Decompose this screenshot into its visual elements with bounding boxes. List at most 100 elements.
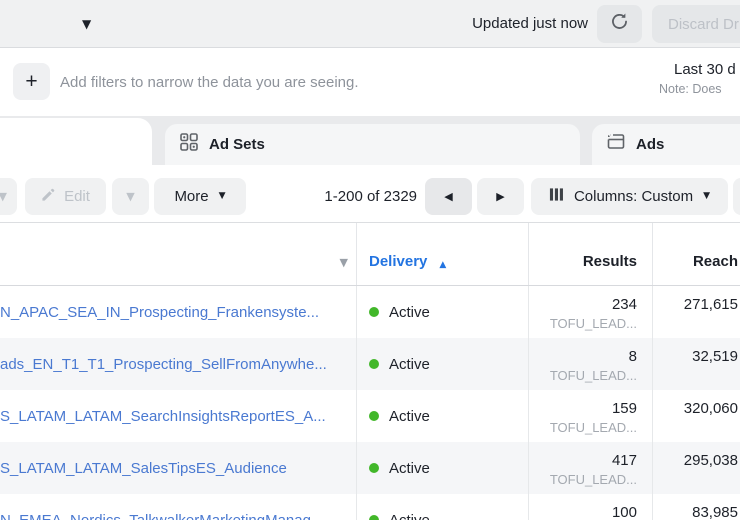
filter-input-placeholder[interactable]: Add filters to narrow the data you are s… xyxy=(60,73,359,91)
campaign-name-link[interactable]: S_LATAM_LATAM_SalesTipsES_Audience xyxy=(0,459,287,477)
results-cell: 8 TOFU_LEAD... xyxy=(528,338,652,390)
updated-status: Updated just now xyxy=(472,15,588,32)
columns-button[interactable]: Columns: Custom ▼ xyxy=(531,178,728,215)
results-value: 234 xyxy=(611,296,637,313)
results-value: 8 xyxy=(628,348,637,365)
edit-button[interactable]: Edit xyxy=(25,178,106,215)
table-row[interactable]: S_LATAM_LATAM_SalesTipsES_Audience Activ… xyxy=(0,442,740,494)
campaign-name-link[interactable]: N_APAC_SEA_IN_Prospecting_Frankensyste..… xyxy=(0,303,320,321)
columns-button-label: Columns: Custom xyxy=(573,188,694,205)
active-status-dot-icon xyxy=(369,307,379,317)
top-bar: ▼ Updated just now Discard Dr xyxy=(0,0,740,48)
active-status-dot-icon xyxy=(369,359,379,369)
discard-draft-label: Discard Dr xyxy=(668,15,739,33)
delivery-header-label: Delivery xyxy=(369,253,428,270)
campaign-name-cell: S_LATAM_LATAM_SalesTipsES_Audience xyxy=(0,442,356,494)
reach-header-label: Reach xyxy=(692,253,738,270)
table-row[interactable]: ads_EN_T1_T1_Prospecting_SellFromAnywhe.… xyxy=(0,338,740,390)
delivery-cell: Active xyxy=(356,494,528,520)
results-cell: 234 TOFU_LEAD... xyxy=(528,286,652,338)
date-range-note: Note: Does xyxy=(659,82,722,96)
results-cell: 100 xyxy=(528,494,652,520)
pagination-range: 1-200 of 2329 xyxy=(324,187,417,205)
plus-icon: + xyxy=(25,69,38,93)
filter-bar: + Add filters to narrow the data you are… xyxy=(0,48,740,116)
column-menu-caret-icon[interactable]: ▼ xyxy=(339,256,348,269)
add-filter-button[interactable]: + xyxy=(13,63,50,100)
caret-down-icon: ▼ xyxy=(703,191,711,201)
refresh-button[interactable] xyxy=(597,5,642,43)
campaign-name-cell: S_LATAM_LATAM_SearchInsightsReportES_A..… xyxy=(0,390,356,442)
results-value: 417 xyxy=(611,452,637,469)
reach-value: 295,038 xyxy=(683,452,738,469)
duplicate-dropdown-button[interactable]: ▼ xyxy=(0,178,17,215)
refresh-icon xyxy=(610,12,629,36)
delivery-status: Active xyxy=(389,303,430,321)
delivery-status: Active xyxy=(389,355,430,373)
edit-dropdown-button[interactable]: ▼ xyxy=(112,178,149,215)
results-subtype: TOFU_LEAD... xyxy=(549,316,637,331)
reach-cell: 295,038 xyxy=(652,442,740,494)
active-status-dot-icon xyxy=(369,463,379,473)
date-range-selector[interactable]: Last 30 d xyxy=(674,61,736,78)
table-body: N_APAC_SEA_IN_Prospecting_Frankensyste..… xyxy=(0,286,740,520)
delivery-cell: Active xyxy=(356,286,528,338)
column-header-reach[interactable]: Reach xyxy=(652,223,740,285)
delivery-status: Active xyxy=(389,459,430,477)
results-subtype: TOFU_LEAD... xyxy=(549,420,637,435)
results-value: 100 xyxy=(611,504,637,520)
caret-down-icon: ▼ xyxy=(126,190,135,203)
results-cell: 159 TOFU_LEAD... xyxy=(528,390,652,442)
results-cell: 417 TOFU_LEAD... xyxy=(528,442,652,494)
results-value: 159 xyxy=(611,400,637,417)
arrow-left-icon: ◀ xyxy=(444,190,453,203)
arrow-right-icon: ▶ xyxy=(496,190,505,203)
pencil-icon xyxy=(41,187,56,206)
table-header: ▼ Delivery ▲ Results Reach xyxy=(0,223,740,286)
toolbar: ▼ Edit ▼ More ▼ 1-200 of 2329 ◀ ▶ xyxy=(0,170,740,223)
reach-cell: 32,519 xyxy=(652,338,740,390)
columns-icon xyxy=(549,187,564,206)
more-button-label: More xyxy=(174,188,209,205)
campaign-name-cell: ads_EN_T1_T1_Prospecting_SellFromAnywhe.… xyxy=(0,338,356,390)
toolbar-overflow-button[interactable] xyxy=(733,178,740,215)
reach-value: 83,985 xyxy=(692,504,738,520)
table-row[interactable]: N_EMEA_Nordics_TalkwalkerMarketingManag … xyxy=(0,494,740,520)
tab-campaigns-active[interactable] xyxy=(0,118,152,170)
tab-ads[interactable]: Ads xyxy=(592,124,740,165)
reach-cell: 83,985 xyxy=(652,494,740,520)
more-button[interactable]: More ▼ xyxy=(154,178,246,215)
results-subtype: TOFU_LEAD... xyxy=(549,472,637,487)
active-status-dot-icon xyxy=(369,515,379,520)
edit-button-label: Edit xyxy=(64,188,90,205)
delivery-status: Active xyxy=(389,407,430,425)
tab-ad-sets[interactable]: Ad Sets xyxy=(165,124,580,165)
table-row[interactable]: N_APAC_SEA_IN_Prospecting_Frankensyste..… xyxy=(0,286,740,338)
campaign-name-cell: N_APAC_SEA_IN_Prospecting_Frankensyste..… xyxy=(0,286,356,338)
column-header-name: ▼ xyxy=(0,223,356,285)
tab-ad-sets-label: Ad Sets xyxy=(209,136,265,153)
campaign-name-cell: N_EMEA_Nordics_TalkwalkerMarketingManag xyxy=(0,494,356,520)
tab-ads-label: Ads xyxy=(636,136,665,153)
delivery-cell: Active xyxy=(356,338,528,390)
campaign-name-link[interactable]: S_LATAM_LATAM_SearchInsightsReportES_A..… xyxy=(0,407,326,425)
ad-sets-grid-icon xyxy=(179,132,199,157)
reach-value: 32,519 xyxy=(692,348,738,365)
discard-draft-button[interactable]: Discard Dr xyxy=(652,5,740,43)
results-subtype: TOFU_LEAD... xyxy=(549,368,637,383)
reach-cell: 271,615 xyxy=(652,286,740,338)
campaign-name-link[interactable]: N_EMEA_Nordics_TalkwalkerMarketingManag xyxy=(0,511,311,520)
previous-page-button[interactable]: ◀ xyxy=(425,178,472,215)
delivery-cell: Active xyxy=(356,390,528,442)
campaign-selector-caret-icon[interactable]: ▼ xyxy=(82,16,92,31)
column-header-results[interactable]: Results xyxy=(528,223,652,285)
caret-down-icon: ▼ xyxy=(0,190,7,203)
column-header-delivery[interactable]: Delivery ▲ xyxy=(356,223,528,285)
next-page-button[interactable]: ▶ xyxy=(477,178,524,215)
sort-ascending-icon: ▲ xyxy=(439,260,447,270)
reach-cell: 320,060 xyxy=(652,390,740,442)
delivery-cell: Active xyxy=(356,442,528,494)
campaign-name-link[interactable]: ads_EN_T1_T1_Prospecting_SellFromAnywhe.… xyxy=(0,355,327,373)
table-row[interactable]: S_LATAM_LATAM_SearchInsightsReportES_A..… xyxy=(0,390,740,442)
